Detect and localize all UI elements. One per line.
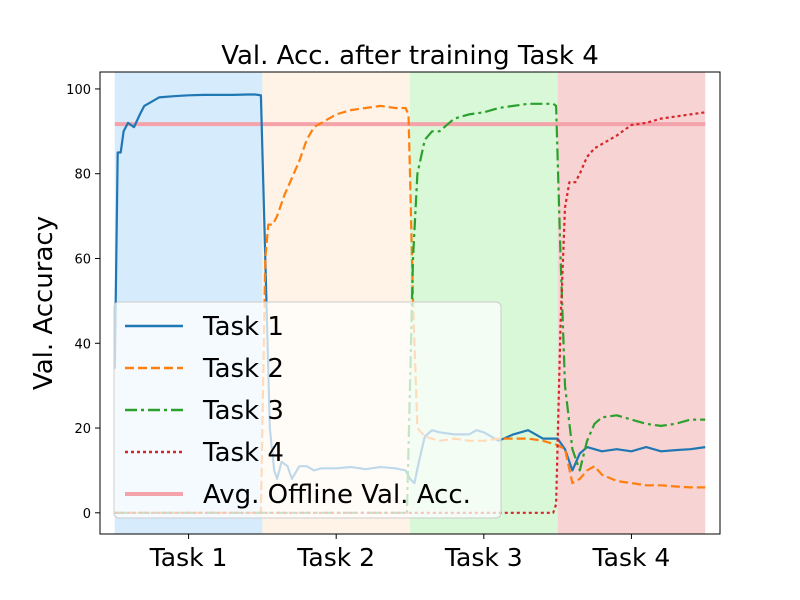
y-tick-label: 0 (83, 507, 91, 522)
legend: Task 1 Task 2 Task 3 Task 4 Avg. Offline Val… (113, 301, 502, 519)
x-axis: Task 1 Task 2 Task 3 Task 4 (149, 534, 671, 572)
x-tick-label: Task 4 (592, 543, 671, 572)
y-axis: 0 20 40 60 80 100 (66, 83, 100, 522)
phase-band (557, 72, 706, 534)
legend-label: Task 3 (202, 396, 284, 426)
legend-label: Avg. Offline Val. Acc. (203, 480, 471, 510)
chart-title: Val. Acc. after training Task 4 (221, 41, 599, 71)
y-tick-label: 80 (74, 168, 91, 183)
series-line-task-2 (114, 104, 706, 514)
legend-label: Task 1 (202, 312, 284, 342)
x-tick-label: Task 3 (444, 543, 523, 572)
y-tick-label: 40 (74, 337, 91, 352)
x-tick-label: Task 2 (296, 543, 375, 572)
y-tick-label: 20 (74, 422, 91, 437)
y-axis-label: Val. Accuracy (29, 216, 59, 390)
series-line-task-3 (114, 102, 706, 514)
legend-box (113, 301, 502, 519)
series-line-task-4 (114, 111, 706, 514)
x-tick-label: Task 1 (149, 543, 228, 572)
plot-frame (99, 71, 721, 535)
y-tick-label: 100 (66, 83, 91, 98)
legend-label: Task 2 (202, 354, 284, 384)
y-tick-label: 60 (74, 252, 91, 267)
legend-label: Task 4 (202, 438, 284, 468)
